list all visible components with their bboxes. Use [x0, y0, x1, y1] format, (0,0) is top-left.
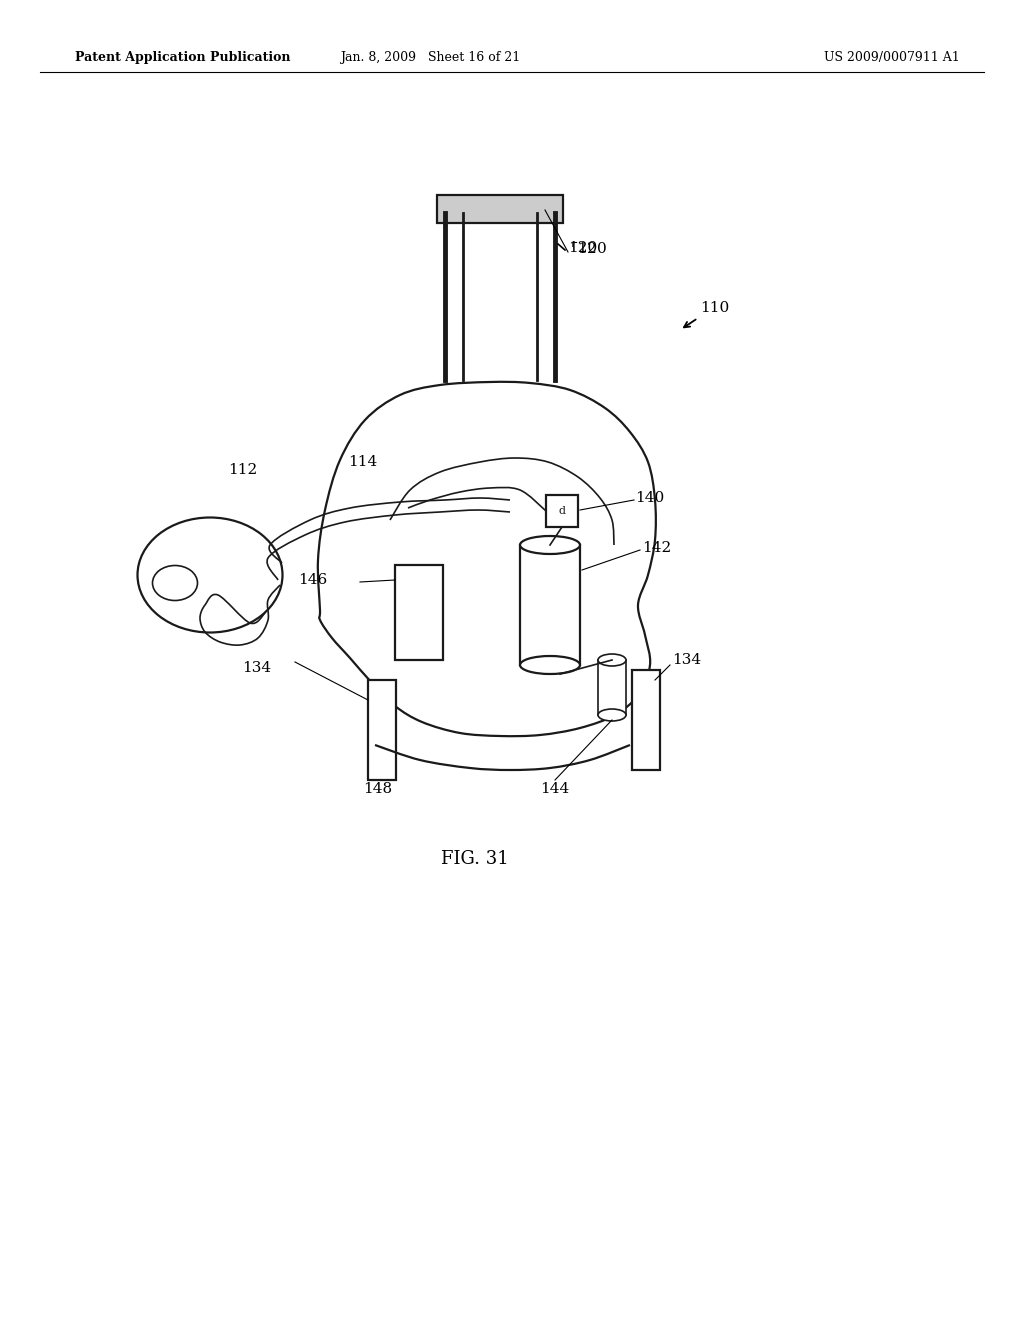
Bar	[395, 565, 443, 660]
Ellipse shape	[137, 517, 283, 632]
Text: 134: 134	[672, 653, 701, 667]
Bar	[546, 495, 578, 527]
Text: 134: 134	[242, 661, 271, 675]
Bar	[368, 680, 396, 780]
Bar	[437, 195, 563, 223]
Bar	[598, 660, 626, 715]
Text: $\ulcorner$120: $\ulcorner$120	[570, 240, 607, 256]
Bar	[520, 545, 580, 665]
Text: 144: 144	[541, 781, 569, 796]
Text: d: d	[558, 506, 565, 516]
Ellipse shape	[598, 653, 626, 667]
Ellipse shape	[598, 709, 626, 721]
Text: 114: 114	[348, 455, 377, 469]
Text: US 2009/0007911 A1: US 2009/0007911 A1	[824, 51, 961, 65]
Ellipse shape	[520, 536, 580, 554]
Ellipse shape	[153, 565, 198, 601]
Text: FIG. 31: FIG. 31	[441, 850, 509, 869]
Ellipse shape	[520, 656, 580, 675]
Text: 120: 120	[568, 242, 597, 255]
Text: Jan. 8, 2009   Sheet 16 of 21: Jan. 8, 2009 Sheet 16 of 21	[340, 51, 520, 65]
Text: 142: 142	[642, 541, 672, 554]
Text: 110: 110	[700, 301, 729, 315]
Text: 140: 140	[635, 491, 665, 506]
Text: 148: 148	[364, 781, 392, 796]
Text: Patent Application Publication: Patent Application Publication	[75, 51, 291, 65]
PathPatch shape	[317, 381, 656, 737]
Text: 146: 146	[298, 573, 328, 587]
Bar	[632, 671, 660, 770]
Text: 112: 112	[228, 463, 257, 477]
